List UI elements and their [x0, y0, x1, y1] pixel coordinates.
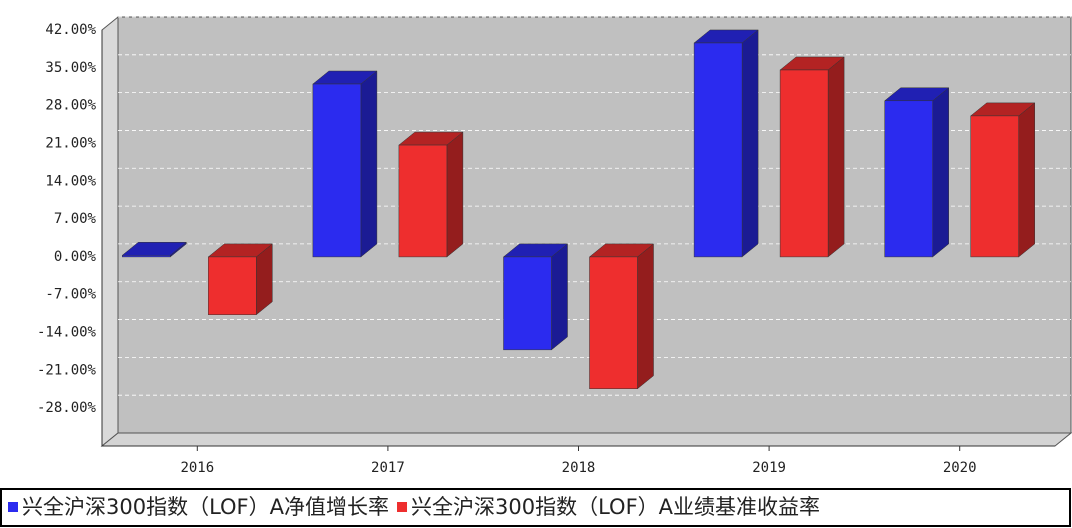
- y-tick-label: -7.00%: [45, 287, 96, 303]
- bar: [779, 69, 829, 258]
- x-tick-label: 2018: [562, 460, 596, 476]
- y-tick-label: -28.00%: [37, 400, 97, 416]
- y-tick-label: -14.00%: [37, 325, 97, 341]
- bar-side: [637, 243, 654, 390]
- bar: [312, 83, 362, 258]
- y-tick-label: 21.00%: [45, 135, 96, 151]
- y-tick-label: 0.00%: [54, 249, 97, 265]
- x-tick-label: 2017: [371, 460, 405, 476]
- legend-box: [0, 488, 1071, 527]
- y-tick-label: 35.00%: [45, 60, 96, 76]
- y-tick-label: 14.00%: [45, 173, 96, 189]
- side-wall: [101, 15, 119, 448]
- y-tick-label: -21.00%: [37, 362, 97, 378]
- y-tick-label: 42.00%: [45, 22, 96, 38]
- legend-label: 兴全沪深300指数（LOF）A净值增长率: [22, 495, 389, 519]
- bar: [970, 115, 1019, 258]
- bar: [208, 256, 257, 315]
- bar: [398, 144, 448, 258]
- floor: [100, 432, 1072, 447]
- bar-side: [360, 70, 378, 258]
- bar: [503, 256, 552, 351]
- bar-side: [932, 87, 949, 258]
- bar-side: [827, 56, 845, 258]
- y-tick-label: 7.00%: [54, 211, 97, 227]
- bar-side: [741, 29, 759, 258]
- x-tick-label: 2016: [180, 460, 214, 476]
- bar-side: [551, 243, 568, 351]
- bar: [693, 42, 743, 258]
- x-tick-label: 2020: [943, 460, 977, 476]
- y-tick-label: 28.00%: [45, 98, 96, 114]
- bar: [884, 100, 933, 258]
- legend-swatch: [397, 502, 408, 512]
- x-tick-label: 2019: [752, 460, 786, 476]
- bar-side: [1018, 102, 1035, 258]
- legend-label: 兴全沪深300指数（LOF）A业绩基准收益率: [411, 495, 820, 519]
- bar: [122, 255, 171, 258]
- legend-swatch: [8, 502, 18, 512]
- bar-side: [446, 131, 464, 258]
- bar: [589, 256, 638, 389]
